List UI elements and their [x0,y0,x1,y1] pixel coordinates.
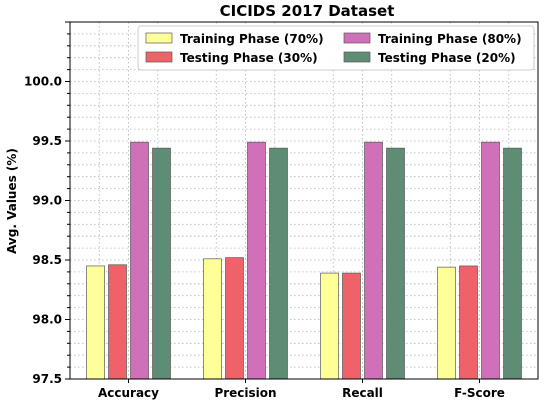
chart-title: CICIDS 2017 Dataset [220,2,395,20]
bar [203,258,222,380]
bar [225,257,244,380]
bar [130,141,149,380]
bar [320,272,339,380]
y-tick-label: 100.0 [24,75,62,89]
legend-label: Training Phase (80%) [378,32,522,46]
legend-swatch [343,51,371,63]
bar [386,147,405,380]
bar [503,147,522,380]
bar [269,147,288,380]
bar [437,266,456,380]
bar [86,265,105,380]
legend-label: Testing Phase (30%) [180,51,318,65]
bar [481,141,500,380]
legend-swatch [343,32,371,44]
bar [247,141,266,380]
x-tick-label: F-Score [454,386,505,400]
legend-label: Testing Phase (20%) [378,51,516,65]
y-tick-label: 98.0 [32,313,62,327]
y-tick-label: 99.0 [32,194,62,208]
legend-swatch [145,51,173,63]
x-tick-label: Precision [214,386,276,400]
x-tick-label: Accuracy [98,386,159,400]
y-tick-label: 98.5 [32,253,62,267]
bar [459,265,478,380]
y-tick-label: 99.5 [32,134,62,148]
bar [152,147,171,380]
legend-swatch [145,32,173,44]
legend-label: Training Phase (70%) [180,32,324,46]
bar [364,141,383,380]
legend-box [137,25,535,71]
bar [342,272,361,380]
bar [108,264,127,380]
y-ticks: 97.5 98.0 98.5 99.0 99.5 100.0 [24,21,70,386]
y-tick-label: 97.5 [32,372,62,386]
bars [86,141,522,380]
x-tick-label: Recall [342,386,383,400]
x-ticks: Accuracy Precision Recall F-Score [98,379,505,400]
y-axis-label: Avg. Values (%) [5,148,19,254]
legend: Training Phase (70%) Testing Phase (30%) T… [137,25,535,71]
